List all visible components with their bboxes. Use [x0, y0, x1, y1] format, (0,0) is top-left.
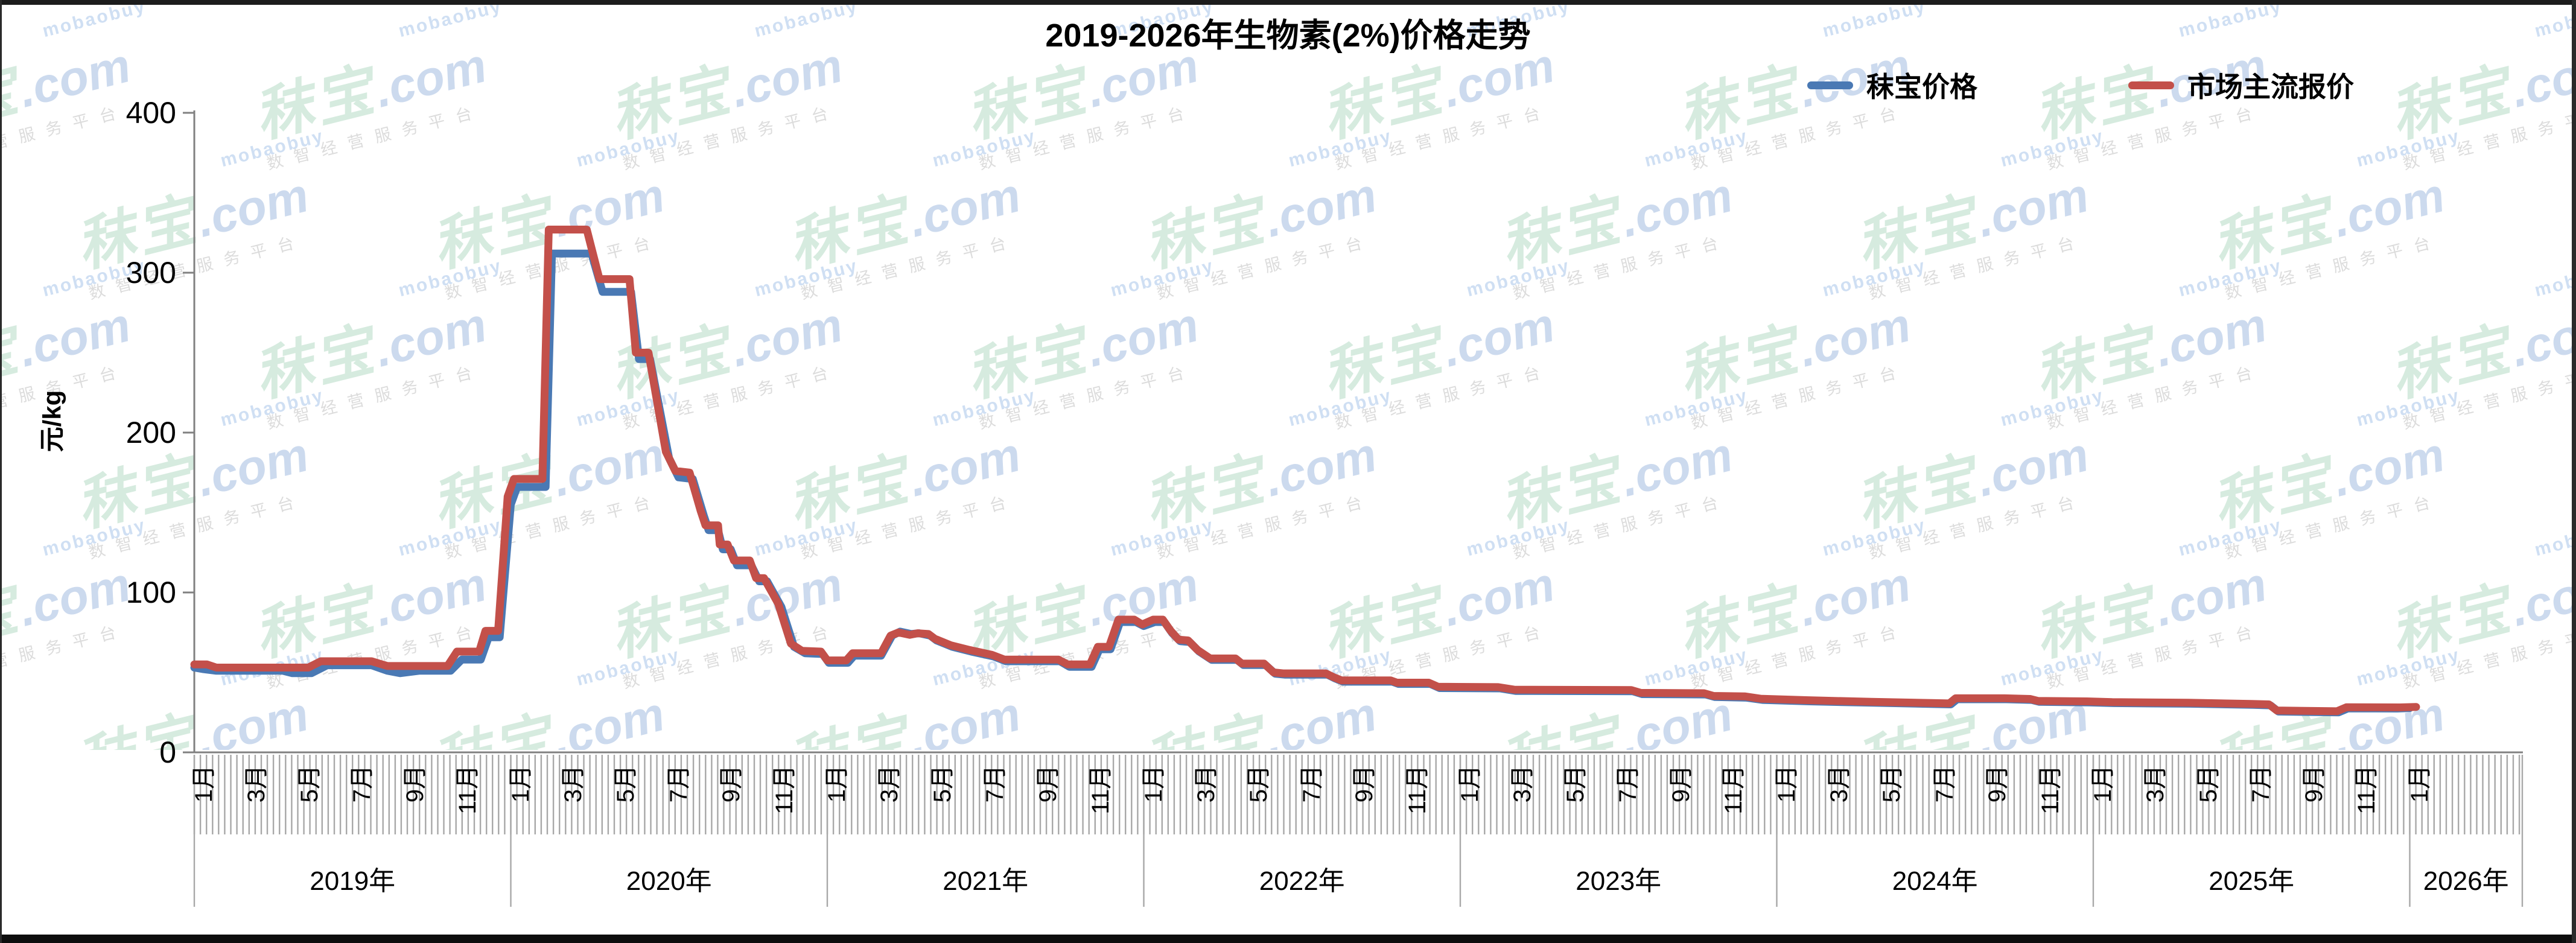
- legend-label-market: 市场主流报价: [2187, 71, 2354, 103]
- mobao-line-swatch: [1807, 81, 1853, 89]
- legend: 秣宝价格 市场主流报价: [1807, 65, 2354, 105]
- market-line-swatch: [2128, 81, 2174, 89]
- window-top-edge: [0, 0, 2576, 5]
- chart-title: 2019-2026年生物素(2%)价格走势: [1045, 17, 1531, 54]
- weekly-category-ticks: [193, 755, 2520, 834]
- legend-label-mobao: 秣宝价格: [1866, 71, 1977, 103]
- legend-item-mobao: 秣宝价格: [1807, 65, 1977, 105]
- window-bottom-edge: [0, 935, 2576, 943]
- window-left-edge: [0, 0, 2, 943]
- price-line-market: [190, 226, 2420, 716]
- legend-item-market: 市场主流报价: [2128, 65, 2354, 105]
- window-right-edge: [2572, 0, 2576, 943]
- price-line-mobao: [190, 249, 2414, 717]
